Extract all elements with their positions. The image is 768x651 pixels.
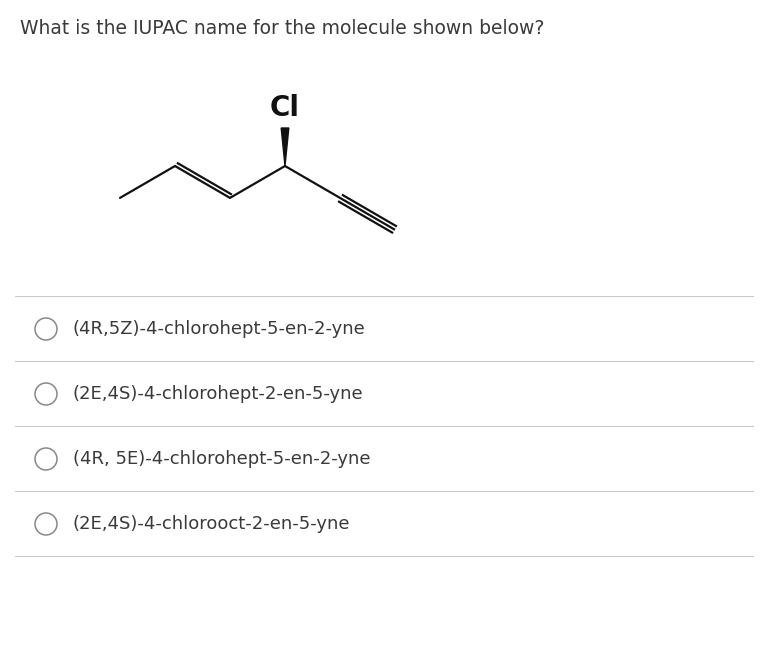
Polygon shape [281,128,289,166]
Text: Cl: Cl [270,94,300,122]
Text: (2E,4S)-4-chlorooct-2-en-5-yne: (2E,4S)-4-chlorooct-2-en-5-yne [73,515,350,533]
Text: (4R, 5E)-4-chlorohept-5-en-2-yne: (4R, 5E)-4-chlorohept-5-en-2-yne [73,450,370,468]
Text: What is the IUPAC name for the molecule shown below?: What is the IUPAC name for the molecule … [20,19,545,38]
Text: (2E,4S)-4-chlorohept-2-en-5-yne: (2E,4S)-4-chlorohept-2-en-5-yne [73,385,363,403]
Text: (4R,5Z)-4-chlorohept-5-en-2-yne: (4R,5Z)-4-chlorohept-5-en-2-yne [73,320,366,338]
